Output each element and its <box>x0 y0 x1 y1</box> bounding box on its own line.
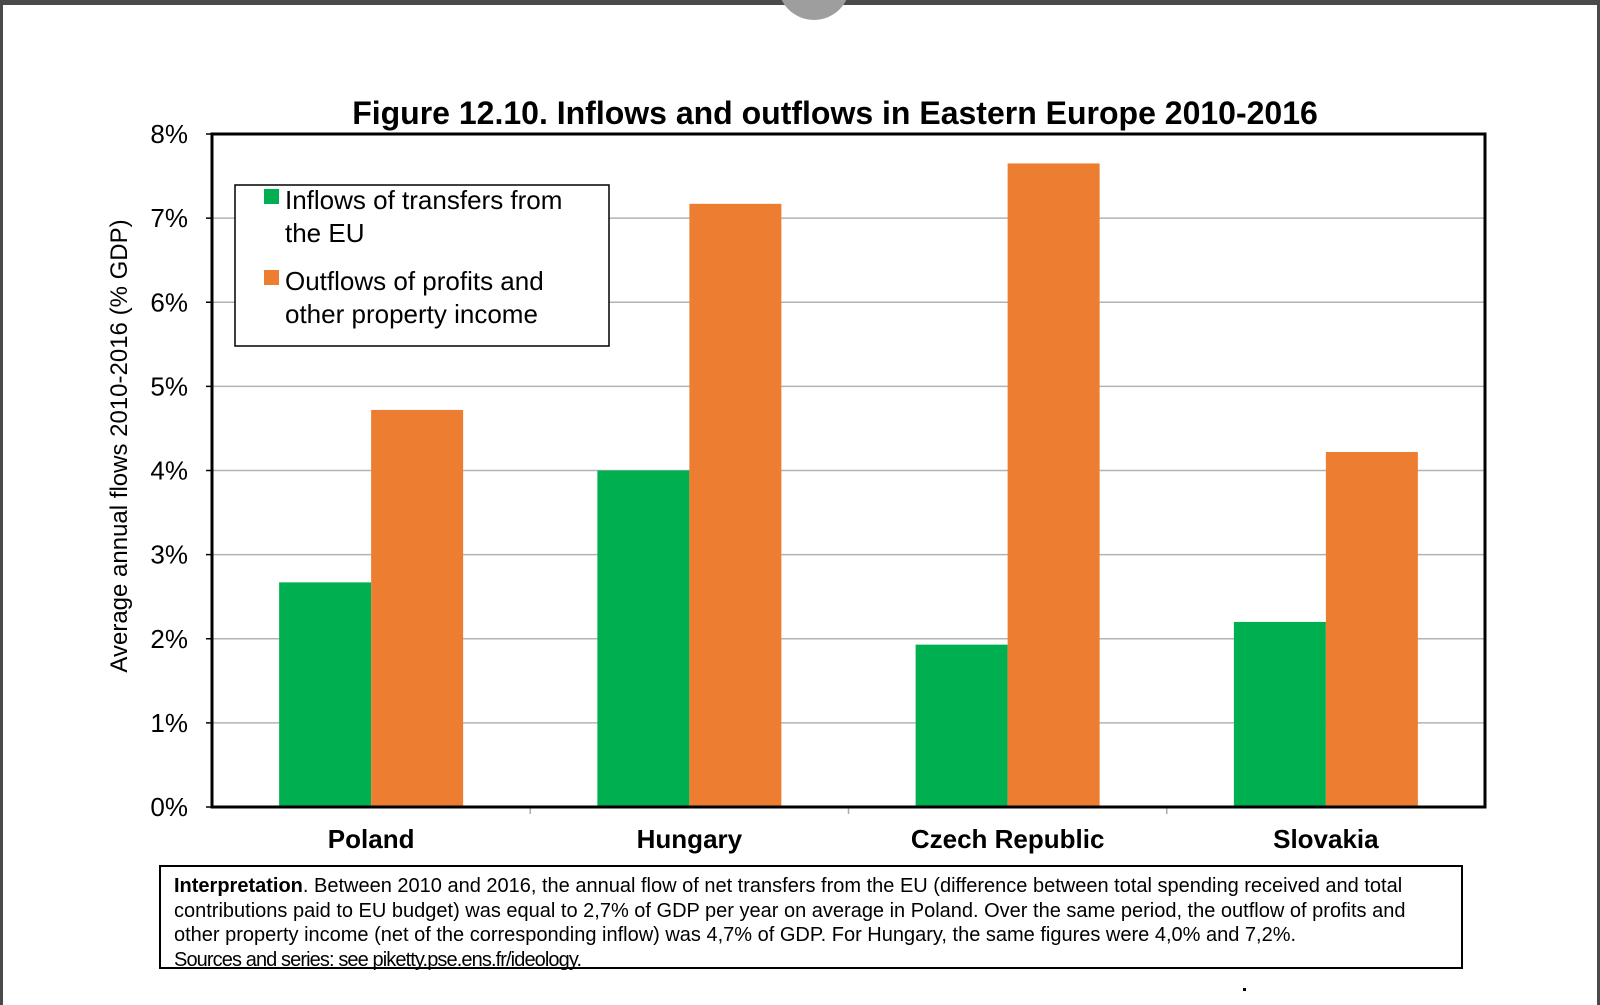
y-axis-label: Average annual flows 2010-2016 (% GDP) <box>106 219 133 672</box>
legend-label: Outflows of profits and <box>285 266 544 296</box>
bar-outflow <box>371 409 464 807</box>
interpretation-text: . Between 2010 and 2016, the annual flow… <box>174 875 1406 946</box>
y-axis-ticks: 0% 1% 2% 3% 4% 5% 6% 7% 8% <box>150 119 212 822</box>
legend-label: Inflows of transfers from <box>285 185 562 215</box>
bar-inflow <box>597 470 690 807</box>
y-tick-label: 0% <box>150 792 188 822</box>
legend-label: other property income <box>285 299 538 329</box>
bar-inflow <box>915 644 1008 807</box>
bar-chart: Figure 12.10. Inflows and outflows in Ea… <box>106 95 1487 854</box>
legend-swatch <box>264 270 279 285</box>
bar-outflow <box>689 203 782 808</box>
bars <box>279 163 1418 808</box>
y-tick-label: 4% <box>150 456 188 486</box>
viewer-right-border <box>1597 0 1600 1005</box>
y-tick-label: 2% <box>150 624 188 654</box>
x-category-label: Hungary <box>637 824 743 854</box>
legend-swatch <box>264 189 279 204</box>
y-tick-label: 3% <box>150 540 188 570</box>
viewer-left-border <box>0 0 3 1005</box>
interpretation-label: Interpretation <box>174 875 303 897</box>
y-tick-label: 1% <box>150 708 188 738</box>
y-tick-label: 5% <box>150 371 188 401</box>
bar-outflow <box>1325 451 1418 807</box>
interpretation-note: Interpretation. Between 2010 and 2016, t… <box>159 865 1463 971</box>
y-tick-label: 8% <box>150 119 188 149</box>
x-axis-labels: Poland Hungary Czech Republic Slovakia <box>328 807 1379 854</box>
stray-dot <box>1243 988 1246 991</box>
y-tick-label: 6% <box>150 287 188 317</box>
chart-title: Figure 12.10. Inflows and outflows in Ea… <box>352 95 1318 131</box>
legend-label: the EU <box>285 218 365 248</box>
y-tick-label: 7% <box>150 203 188 233</box>
bar-inflow <box>279 582 372 807</box>
x-category-label: Poland <box>328 824 415 854</box>
bar-inflow <box>1233 621 1326 807</box>
x-category-label: Slovakia <box>1273 824 1379 854</box>
sources-note: Sources and series: see piketty.pse.ens.… <box>174 948 582 971</box>
bar-outflow <box>1007 163 1100 808</box>
plot-frame <box>210 132 1487 809</box>
x-category-label: Czech Republic <box>911 824 1105 854</box>
page-scroll-handle[interactable] <box>778 0 850 20</box>
legend-box <box>234 184 610 347</box>
